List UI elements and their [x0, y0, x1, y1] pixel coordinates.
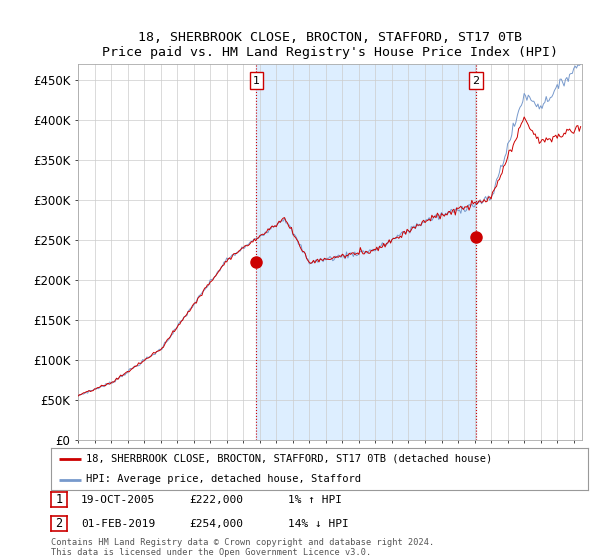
Text: 18, SHERBROOK CLOSE, BROCTON, STAFFORD, ST17 0TB (detached house): 18, SHERBROOK CLOSE, BROCTON, STAFFORD, … — [86, 454, 492, 464]
Text: HPI: Average price, detached house, Stafford: HPI: Average price, detached house, Staf… — [86, 474, 361, 484]
Text: 1% ↑ HPI: 1% ↑ HPI — [288, 494, 342, 505]
Text: 19-OCT-2005: 19-OCT-2005 — [81, 494, 155, 505]
Text: 14% ↓ HPI: 14% ↓ HPI — [288, 519, 349, 529]
Text: £222,000: £222,000 — [189, 494, 243, 505]
Bar — [256, 64, 476, 440]
Text: 2: 2 — [472, 76, 479, 86]
Text: 01-FEB-2019: 01-FEB-2019 — [81, 519, 155, 529]
Text: £254,000: £254,000 — [189, 519, 243, 529]
Text: 2: 2 — [55, 517, 62, 530]
Text: Contains HM Land Registry data © Crown copyright and database right 2024.
This d: Contains HM Land Registry data © Crown c… — [51, 538, 434, 557]
Text: 1: 1 — [55, 493, 62, 506]
Title: 18, SHERBROOK CLOSE, BROCTON, STAFFORD, ST17 0TB
Price paid vs. HM Land Registry: 18, SHERBROOK CLOSE, BROCTON, STAFFORD, … — [102, 31, 558, 59]
Text: 1: 1 — [253, 76, 260, 86]
